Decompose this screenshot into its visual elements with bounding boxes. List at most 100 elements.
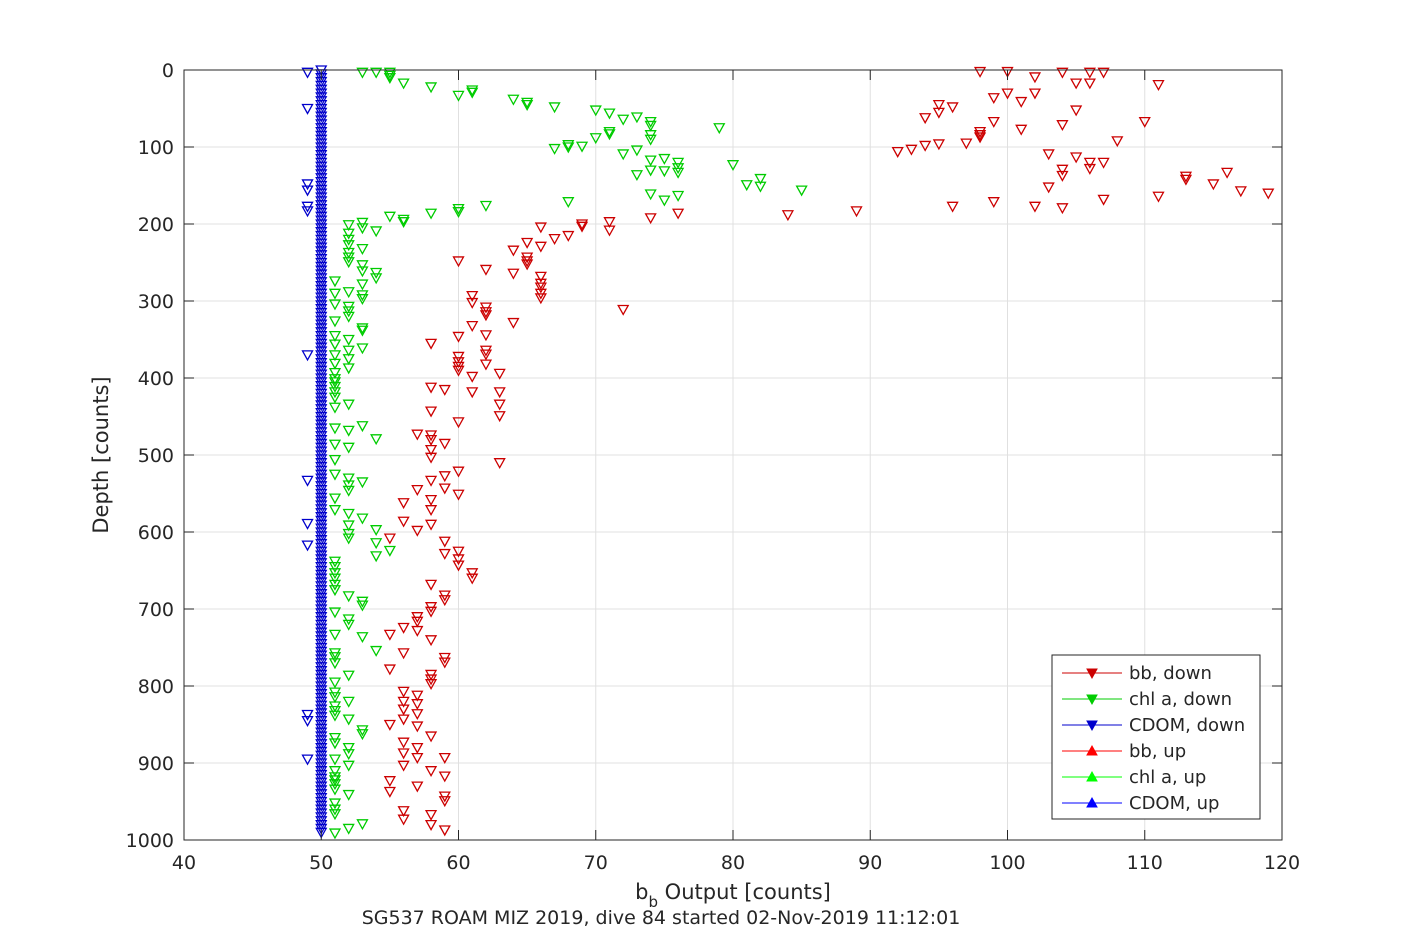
data-point [713,123,726,135]
data-point [424,679,438,691]
data-point [411,752,424,764]
data-point [328,766,342,778]
data-point [315,504,328,516]
data-point [328,809,342,821]
data-point [1138,116,1151,128]
data-point [301,67,314,79]
legend-entry: bb, up [1062,741,1186,762]
data-point [315,165,328,177]
data-point [424,382,438,394]
data-point [521,100,534,111]
data-point [301,540,314,552]
data-point [671,190,685,202]
y-tick-label: 300 [138,291,174,313]
data-point [644,134,657,146]
data-point [411,690,424,702]
data-point [342,306,355,318]
data-point [383,211,396,223]
data-point [534,271,547,283]
data-point [1083,157,1096,169]
data-point [1097,194,1110,206]
data-point [342,363,355,375]
data-point [754,181,767,193]
data-point [315,438,328,450]
data-point [315,342,328,354]
data-point [315,242,328,254]
data-point [397,622,410,634]
data-point [301,206,314,218]
data-point [466,387,479,399]
data-point [315,458,328,470]
data-point [328,677,342,689]
legend-marker [1086,668,1098,680]
data-point [315,827,328,839]
data-point [397,737,410,749]
data-point [356,260,369,272]
data-point [424,444,438,456]
data-point [411,429,424,441]
data-point [356,266,369,278]
data-point [438,471,451,483]
data-point [1056,120,1069,132]
x-tick-label: 70 [584,852,608,874]
data-point [411,525,424,537]
data-point [342,714,355,726]
data-point [370,538,383,550]
data-point [438,384,451,396]
data-point [328,732,342,744]
data-point [397,696,410,708]
data-point [397,217,410,229]
data-point [932,139,945,151]
y-tick-label: 700 [138,599,174,621]
data-point [356,819,369,831]
data-point [383,73,396,85]
data-point [356,325,369,337]
data-point [452,554,465,566]
data-point [562,142,575,154]
legend-label: bb, down [1129,663,1212,684]
data-point [397,516,410,528]
data-point [754,173,767,185]
data-point [342,425,355,437]
x-axis-label-rest: Output [counts] [658,880,831,904]
data-point [1234,186,1247,198]
data-point [644,155,657,167]
data-point [383,545,396,557]
data-point [575,221,589,233]
data-point [424,606,438,618]
data-point [383,776,396,788]
x-tick-label: 100 [989,852,1025,874]
data-point [658,153,671,165]
legend-entry: CDOM, up [1062,793,1219,814]
data-point [356,294,369,306]
data-point [328,339,342,351]
data-point [301,103,314,115]
x-axis-label: bb Output [counts] [635,880,831,911]
data-point [315,146,328,158]
data-point [424,731,438,743]
data-point [424,495,438,506]
data-point [342,442,355,454]
data-point [424,766,438,778]
data-point [534,241,547,253]
data-point [521,237,534,249]
data-point [562,140,575,152]
data-point [315,419,328,431]
data-point [328,573,342,585]
data-point [452,331,465,343]
data-point [644,213,657,225]
data-point [960,138,973,150]
data-point [356,217,369,229]
data-point [383,719,396,731]
data-point [548,102,561,114]
data-point [493,368,506,380]
data-point [603,225,616,237]
data-point [328,469,342,481]
data-point [301,709,314,721]
data-point [424,809,438,821]
data-point [397,78,410,90]
data-point [328,454,342,466]
data-point [630,112,644,124]
data-point [534,222,547,234]
